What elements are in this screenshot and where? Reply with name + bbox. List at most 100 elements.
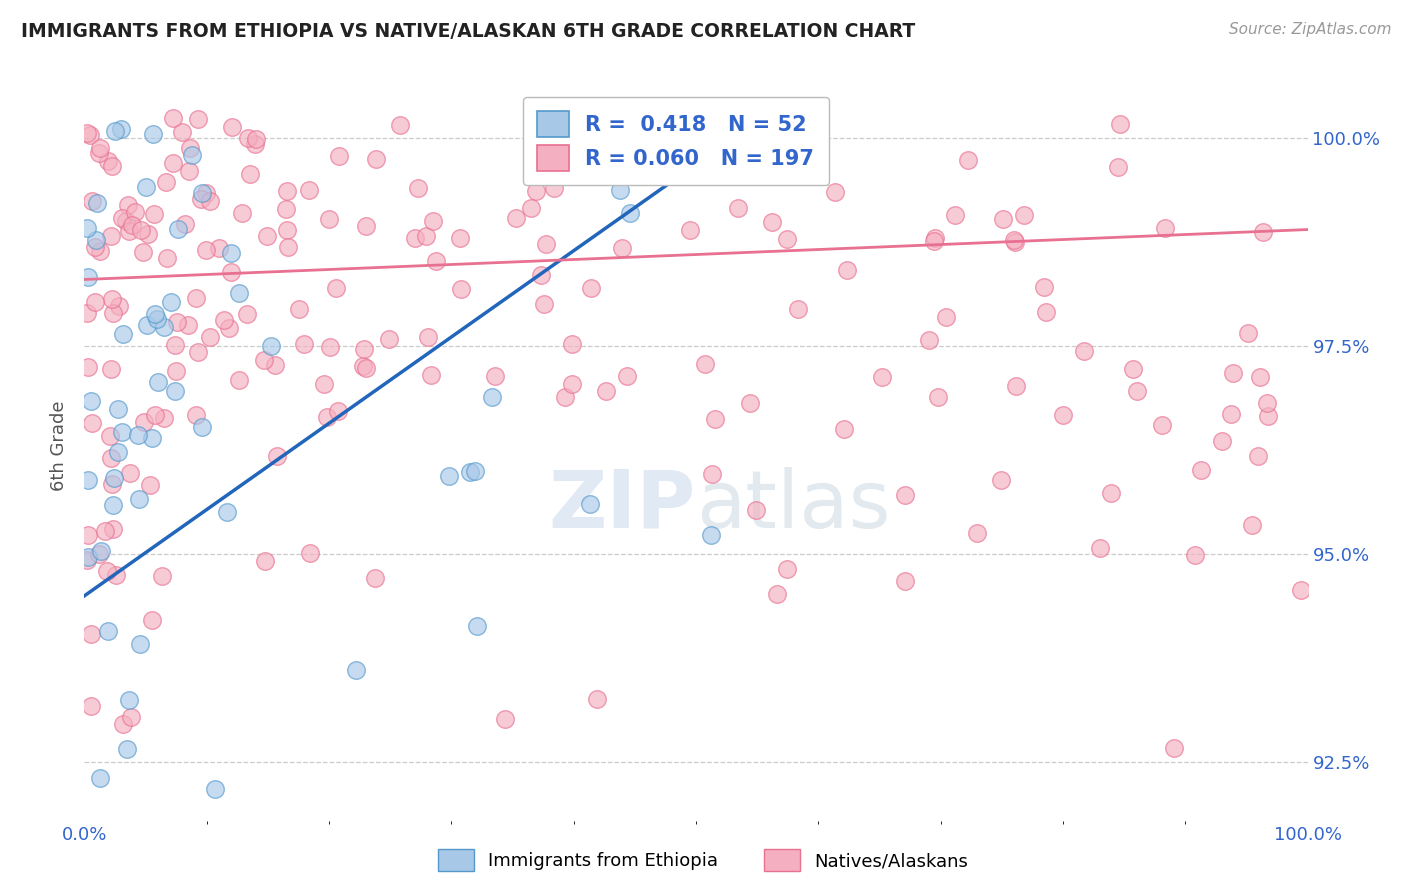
Point <box>150 568 173 582</box>
Point <box>1219 407 1241 421</box>
Legend: R =  0.418   N = 52, R = 0.060   N = 197: R = 0.418 N = 52, R = 0.060 N = 197 <box>523 96 830 186</box>
Point <box>97 153 120 168</box>
Point <box>1014 208 1036 222</box>
Point <box>124 205 146 219</box>
Point <box>266 449 288 463</box>
Point <box>700 467 723 482</box>
Point <box>181 148 204 162</box>
Point <box>943 208 966 222</box>
Point <box>198 329 221 343</box>
Point <box>425 253 447 268</box>
Point <box>1189 463 1212 477</box>
Point <box>145 307 167 321</box>
Point <box>776 562 799 576</box>
Point <box>354 219 377 233</box>
Point <box>893 488 915 502</box>
Point <box>136 318 159 333</box>
Point <box>494 712 516 726</box>
Point <box>631 124 654 138</box>
Point <box>118 693 141 707</box>
Point <box>612 241 634 255</box>
Point <box>179 141 201 155</box>
Point <box>935 310 957 324</box>
Point <box>526 184 548 198</box>
Point <box>80 194 103 208</box>
Point <box>80 393 103 408</box>
Point <box>162 111 184 125</box>
Point <box>231 206 253 220</box>
Point <box>94 524 117 538</box>
Point <box>415 229 437 244</box>
Point <box>135 179 157 194</box>
Point <box>117 197 139 211</box>
Point <box>195 244 218 258</box>
Point <box>218 321 240 335</box>
Point <box>143 408 166 422</box>
Point <box>142 127 165 141</box>
Point <box>837 263 859 277</box>
Point <box>139 478 162 492</box>
Point <box>298 182 321 196</box>
Point <box>364 571 387 585</box>
Point <box>115 742 138 756</box>
Point <box>256 228 278 243</box>
Point <box>166 221 188 235</box>
Point <box>274 202 297 216</box>
Point <box>80 627 103 641</box>
Point <box>252 353 274 368</box>
Point <box>481 390 503 404</box>
Point <box>170 125 193 139</box>
Point <box>561 376 583 391</box>
Point <box>465 619 488 633</box>
Point <box>316 410 339 425</box>
Point <box>1122 362 1144 376</box>
Point <box>228 373 250 387</box>
Point <box>263 358 285 372</box>
Point <box>76 221 98 235</box>
Point <box>328 149 350 163</box>
Point <box>153 320 176 334</box>
Point <box>166 315 188 329</box>
Point <box>112 327 135 342</box>
Point <box>100 361 122 376</box>
Point <box>238 167 260 181</box>
Point <box>101 293 124 307</box>
Point <box>328 404 350 418</box>
Point <box>292 337 315 351</box>
Point <box>204 781 226 796</box>
Point <box>98 428 121 442</box>
Point <box>208 241 231 255</box>
Legend: Immigrants from Ethiopia, Natives/Alaskans: Immigrants from Ethiopia, Natives/Alaska… <box>430 842 976 879</box>
Point <box>463 464 485 478</box>
Point <box>141 613 163 627</box>
Text: ZIP: ZIP <box>548 467 696 545</box>
Point <box>276 223 298 237</box>
Point <box>354 361 377 376</box>
Point <box>120 710 142 724</box>
Point <box>1108 117 1130 131</box>
Point <box>776 232 799 246</box>
Point <box>155 175 177 189</box>
Point <box>96 564 118 578</box>
Point <box>86 196 108 211</box>
Point <box>90 544 112 558</box>
Point <box>318 211 340 226</box>
Point <box>76 269 98 284</box>
Point <box>260 339 283 353</box>
Point <box>184 291 207 305</box>
Point <box>312 376 335 391</box>
Point <box>578 497 600 511</box>
Point <box>378 333 401 347</box>
Point <box>276 184 298 198</box>
Point <box>364 152 387 166</box>
Point <box>184 408 207 422</box>
Point <box>153 411 176 425</box>
Point <box>614 145 637 160</box>
Point <box>530 268 553 282</box>
Point <box>727 201 749 215</box>
Point <box>990 474 1012 488</box>
Point <box>80 417 103 431</box>
Point <box>76 552 98 566</box>
Point <box>111 425 134 439</box>
Point <box>1150 418 1173 433</box>
